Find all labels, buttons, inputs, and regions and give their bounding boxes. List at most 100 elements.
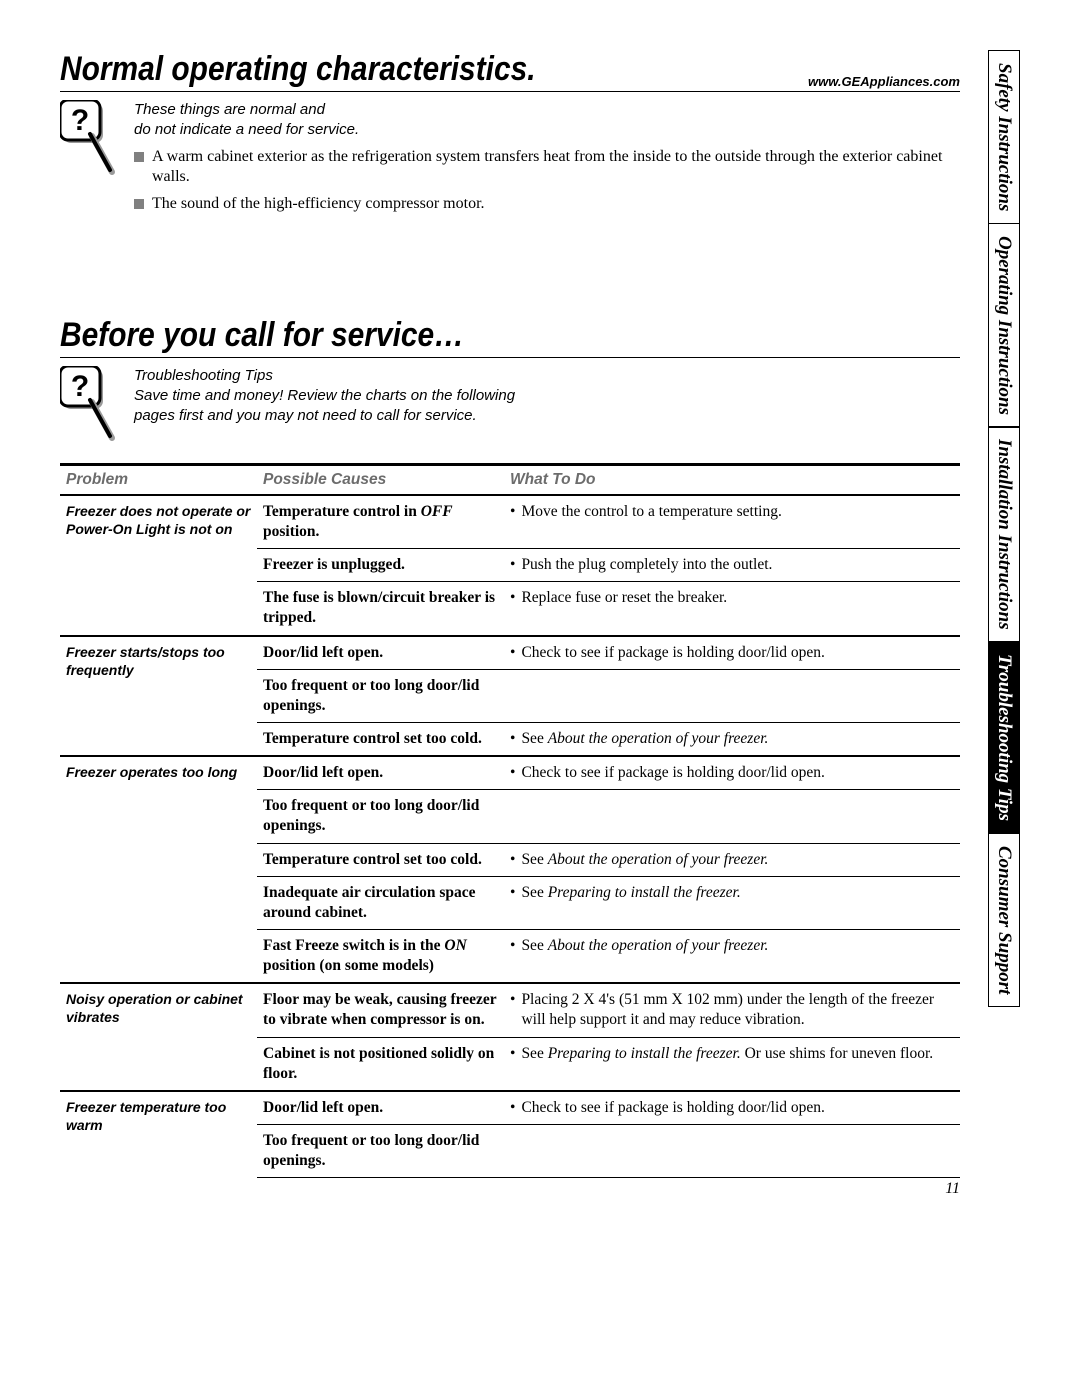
todo-cell: • See About the operation of your freezer…	[504, 930, 960, 984]
todo-text: See About the operation of your freezer.	[521, 936, 768, 956]
todo-cell: • See Preparing to install the freezer. O…	[504, 1037, 960, 1091]
cause-cell: Door/lid left open.	[257, 1091, 504, 1125]
cause-cell: Temperature control in OFF position.	[257, 495, 504, 549]
cause-cell: Door/lid left open.	[257, 636, 504, 670]
cause-cell: Too frequent or too long door/lid openin…	[257, 790, 504, 843]
table-row: Freezer starts/stops too frequentlyDoor/…	[60, 636, 960, 670]
cause-cell: Door/lid left open.	[257, 756, 504, 790]
cause-cell: Freezer is unplugged.	[257, 549, 504, 582]
bullet-item: The sound of the high-efficiency compres…	[134, 194, 960, 215]
bullet-dot-icon: •	[510, 729, 515, 749]
side-tab[interactable]: Installation Instructions	[988, 426, 1020, 643]
todo-text: See About the operation of your freezer.	[521, 850, 768, 870]
col-todo: What To Do	[504, 464, 960, 495]
todo-text: Placing 2 X 4's (51 mm X 102 mm) under t…	[521, 990, 954, 1030]
bullet-dot-icon: •	[510, 763, 515, 783]
problem-cell: Freezer operates too long	[60, 756, 257, 983]
bullet-item: A warm cabinet exterior as the refrigera…	[134, 147, 960, 189]
cause-cell: Inadequate air circulation space around …	[257, 876, 504, 929]
cause-cell: Cabinet is not positioned solidly on flo…	[257, 1037, 504, 1091]
bullet-text: The sound of the high-efficiency compres…	[152, 194, 485, 215]
bullet-dot-icon: •	[510, 936, 515, 956]
problem-cell: Freezer does not operate or Power-On Lig…	[60, 495, 257, 636]
todo-cell	[504, 1124, 960, 1177]
todo-cell: •Check to see if package is holding door…	[504, 756, 960, 790]
heading-row-1: Normal operating characteristics. www.GE…	[60, 50, 960, 92]
todo-text: See Preparing to install the freezer. Or…	[521, 1044, 933, 1064]
side-tab[interactable]: Safety Instructions	[988, 50, 1020, 224]
col-causes: Possible Causes	[257, 464, 504, 495]
todo-cell: •Placing 2 X 4's (51 mm X 102 mm) under …	[504, 983, 960, 1037]
bullet-dot-icon: •	[510, 555, 515, 575]
todo-text: See Preparing to install the freezer.	[521, 883, 740, 903]
todo-text: Check to see if package is holding door/…	[521, 1098, 824, 1118]
intro-lead-1: These things are normal and do not indic…	[134, 100, 960, 141]
todo-text: Replace fuse or reset the breaker.	[521, 588, 727, 608]
square-bullet-icon	[134, 152, 144, 162]
table-header-row: Problem Possible Causes What To Do	[60, 464, 960, 495]
todo-cell	[504, 790, 960, 843]
page-number: 11	[945, 1180, 960, 1198]
troubleshooting-table: Problem Possible Causes What To Do Freez…	[60, 463, 960, 1178]
tips-text: Troubleshooting Tips Save time and money…	[134, 366, 960, 451]
side-tab[interactable]: Operating Instructions	[988, 223, 1020, 428]
problem-cell: Freezer starts/stops too frequently	[60, 636, 257, 757]
normal-bullet-list: A warm cabinet exterior as the refrigera…	[134, 147, 960, 215]
side-tab[interactable]: Troubleshooting Tips	[988, 641, 1020, 834]
todo-text: Move the control to a temperature settin…	[521, 502, 781, 522]
bullet-dot-icon: •	[510, 588, 515, 608]
square-bullet-icon	[134, 199, 144, 209]
todo-cell: • Check to see if package is holding door…	[504, 1091, 960, 1125]
todo-cell: • Push the plug completely into the outle…	[504, 549, 960, 582]
heading-row-2: Before you call for service…	[60, 316, 960, 358]
question-magnifier-icon: ?	[60, 366, 120, 451]
bullet-dot-icon: •	[510, 643, 515, 663]
todo-cell: • Move the control to a temperature setti…	[504, 495, 960, 549]
question-magnifier-icon: ?	[60, 100, 120, 221]
tips-line2: pages first and you may not need to call…	[134, 407, 477, 424]
table-row: Noisy operation or cabinet vibratesFloor…	[60, 983, 960, 1037]
svg-text:?: ?	[71, 104, 89, 137]
table-row: Freezer temperature too warmDoor/lid lef…	[60, 1091, 960, 1125]
cause-cell: Too frequent or too long door/lid openin…	[257, 669, 504, 722]
todo-cell: • See About the operation of your freezer…	[504, 723, 960, 757]
table-row: Freezer operates too longDoor/lid left o…	[60, 756, 960, 790]
todo-cell: • See Preparing to install the freezer.	[504, 876, 960, 929]
side-tab[interactable]: Consumer Support	[988, 833, 1020, 1007]
col-problem: Problem	[60, 464, 257, 495]
todo-text: Check to see if package is holding door/…	[521, 643, 824, 663]
intro-lead-line2: do not indicate a need for service.	[134, 121, 359, 138]
bullet-dot-icon: •	[510, 502, 515, 522]
todo-cell: • Check to see if package is holding door…	[504, 636, 960, 670]
bullet-dot-icon: •	[510, 1098, 515, 1118]
todo-text: Push the plug completely into the outlet…	[521, 555, 772, 575]
bullet-dot-icon: •	[510, 850, 515, 870]
side-tabs: Safety InstructionsOperating Instruction…	[988, 50, 1024, 1006]
bullet-dot-icon: •	[510, 1044, 515, 1064]
cause-cell: The fuse is blown/circuit breaker is tri…	[257, 582, 504, 636]
tips-lead: Troubleshooting Tips Save time and money…	[134, 366, 960, 427]
cause-cell: Fast Freeze switch is in the ON position…	[257, 930, 504, 984]
problem-cell: Freezer temperature too warm	[60, 1091, 257, 1178]
tips-title: Troubleshooting Tips	[134, 367, 273, 384]
todo-cell: • Replace fuse or reset the breaker.	[504, 582, 960, 636]
table-row: Freezer does not operate or Power-On Lig…	[60, 495, 960, 549]
bullet-dot-icon: •	[510, 883, 515, 903]
cause-cell: Temperature control set too cold.	[257, 843, 504, 876]
intro-lead-line1: These things are normal and	[134, 101, 325, 118]
intro-block-1: ? These things are normal and do not ind…	[60, 100, 960, 221]
url-text: www.GEAppliances.com	[808, 74, 960, 89]
intro-text-1: These things are normal and do not indic…	[134, 100, 960, 221]
tips-line1: Save time and money! Review the charts o…	[134, 387, 515, 404]
todo-text: See About the operation of your freezer.	[521, 729, 768, 749]
page-container: Normal operating characteristics. www.GE…	[0, 0, 1080, 1228]
bullet-dot-icon: •	[510, 990, 515, 1030]
intro-block-2: ? Troubleshooting Tips Save time and mon…	[60, 366, 960, 451]
todo-cell: • See About the operation of your freezer…	[504, 843, 960, 876]
svg-text:?: ?	[71, 370, 89, 403]
main-heading-1: Normal operating characteristics.	[60, 50, 536, 89]
todo-cell	[504, 669, 960, 722]
bullet-text: A warm cabinet exterior as the refrigera…	[152, 147, 960, 189]
cause-cell: Floor may be weak, causing freezer to vi…	[257, 983, 504, 1037]
problem-cell: Noisy operation or cabinet vibrates	[60, 983, 257, 1091]
